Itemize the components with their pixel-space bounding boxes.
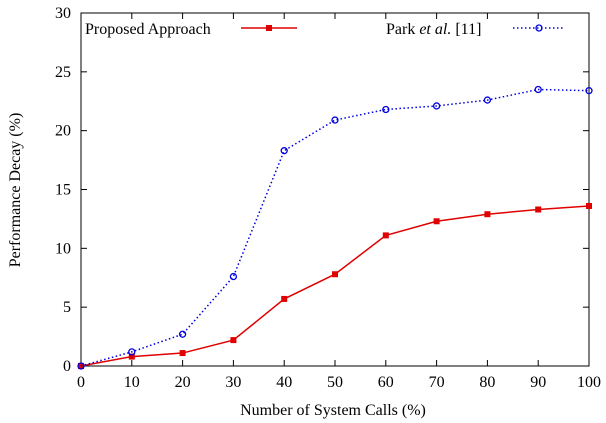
x-tick-label: 90 — [530, 374, 546, 391]
y-axis-label: Performance Decay (%) — [7, 113, 24, 268]
axes — [80, 12, 590, 367]
x-tick-label: 70 — [429, 374, 445, 391]
series-2-line — [80, 88, 590, 367]
series-layer — [77, 85, 593, 370]
ticks: 0 10 20 30 40 50 60 70 80 90 100 0 5 10 15 20 25 30 — [55, 5, 601, 391]
x-tick-label: 10 — [124, 374, 140, 391]
x-tick-label: 40 — [276, 374, 292, 391]
series-1-point — [433, 218, 440, 225]
series-2-point — [382, 105, 390, 114]
x-tick-label: 50 — [327, 374, 343, 391]
x-tick-label: 30 — [225, 374, 241, 391]
y-tick-label: 20 — [55, 123, 71, 140]
series-2-point — [280, 147, 288, 155]
series-2-point — [483, 96, 492, 104]
plot-frame — [80, 12, 590, 367]
series-1-line — [80, 205, 590, 367]
series-2-point — [331, 116, 339, 124]
y-tick-label: 25 — [55, 64, 71, 81]
series-2-point — [432, 102, 441, 110]
y-tick-label: 15 — [55, 182, 71, 199]
x-tick-label: 20 — [175, 374, 191, 391]
series-2-point — [585, 87, 593, 95]
series-2-point — [534, 85, 542, 94]
series-1-point — [128, 353, 135, 360]
y-tick-label: 30 — [55, 5, 71, 22]
legend-marker-series-1 — [266, 25, 272, 31]
series-2-point — [128, 348, 136, 356]
series-1-point — [332, 271, 338, 278]
legend: Proposed Approach Park et al. [11] — [85, 21, 565, 38]
series-1-point — [382, 232, 389, 239]
legend-marker-series-2 — [535, 24, 543, 32]
x-tick-label: 100 — [577, 374, 601, 391]
series-1-point — [586, 202, 592, 209]
legend-label-series-1: Proposed Approach — [85, 21, 211, 38]
series-1-point — [230, 337, 237, 344]
series-2-point — [77, 362, 85, 370]
series-1-point — [179, 350, 186, 357]
x-tick-label: 0 — [77, 374, 85, 391]
x-axis-label: Number of System Calls (%) — [240, 402, 426, 419]
y-tick-label: 0 — [63, 358, 71, 375]
legend-label-series-2: Park et al. [11] — [386, 21, 481, 38]
y-tick-label: 10 — [55, 240, 71, 257]
y-tick-label: 5 — [63, 299, 71, 316]
x-tick-label: 80 — [479, 374, 495, 391]
series-2-point — [229, 272, 238, 281]
series-1-point — [281, 295, 288, 302]
series-1-point — [484, 211, 491, 218]
x-tick-label: 60 — [378, 374, 394, 391]
series-2-point — [178, 330, 187, 338]
series-1-point — [535, 206, 542, 213]
